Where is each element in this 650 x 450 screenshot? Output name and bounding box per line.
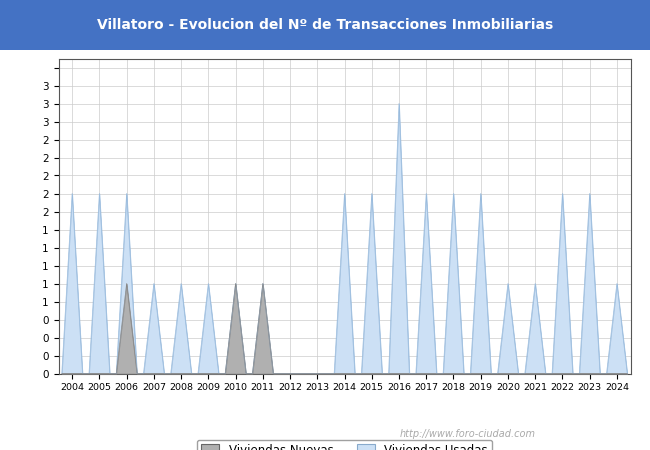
Text: http://www.foro-ciudad.com: http://www.foro-ciudad.com xyxy=(400,429,536,439)
Legend: Viviendas Nuevas, Viviendas Usadas: Viviendas Nuevas, Viviendas Usadas xyxy=(197,440,492,450)
Text: Villatoro - Evolucion del Nº de Transacciones Inmobiliarias: Villatoro - Evolucion del Nº de Transacc… xyxy=(97,18,553,32)
